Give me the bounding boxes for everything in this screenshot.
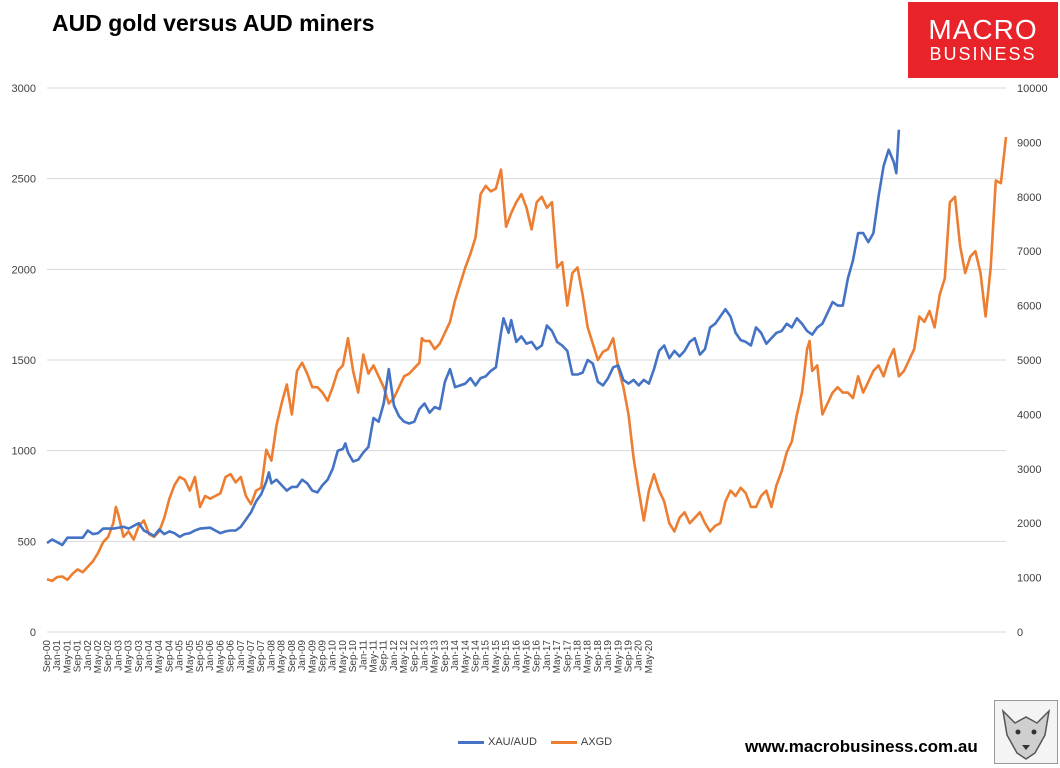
x-tick-label: May-19 — [613, 640, 624, 674]
x-tick-label: May-12 — [399, 640, 410, 674]
left-tick-label: 1500 — [12, 355, 36, 367]
x-tick-label: May-02 — [93, 640, 104, 674]
x-tick-label: Jan-11 — [358, 640, 369, 670]
right-tick-label: 0 — [1017, 627, 1023, 639]
x-tick-label: May-18 — [583, 640, 594, 674]
legend: XAU/AUD AXGD — [458, 736, 612, 748]
x-tick-label: Sep-16 — [532, 640, 543, 673]
left-tick-label: 500 — [18, 536, 36, 548]
x-tick-label: Jan-09 — [297, 640, 308, 671]
x-axis-ticks: Sep-00 Jan-01 May-01 Sep-01 Jan-02 May-02 Sep-… — [42, 640, 655, 674]
right-tick-label: 10000 — [1017, 83, 1048, 95]
left-tick-label: 1000 — [12, 446, 36, 458]
x-tick-label: Sep-17 — [562, 640, 573, 673]
x-tick-label: Jan-14 — [450, 640, 461, 671]
legend-swatch-xau-aud — [458, 740, 484, 744]
x-tick-label: Sep-02 — [103, 640, 114, 673]
right-tick-label: 8000 — [1017, 192, 1041, 204]
x-tick-label: Sep-06 — [226, 640, 237, 673]
logo-line-1: MACRO — [928, 14, 1038, 45]
left-axis-ticks: 0 500 1000 1500 2000 2500 3000 — [12, 83, 36, 639]
x-tick-label: Jan-17 — [542, 640, 553, 671]
x-tick-label: Sep-12 — [409, 640, 420, 673]
gridlines — [47, 87, 1006, 633]
macro-business-logo: MACRO BUSINESS — [908, 2, 1058, 78]
series-line-xau-aud — [46, 129, 901, 547]
x-tick-label: May-20 — [644, 640, 655, 674]
x-tick-label: May-13 — [430, 640, 441, 674]
x-tick-label: Jan-10 — [328, 640, 339, 671]
x-tick-label: May-16 — [522, 640, 533, 674]
x-tick-label: Sep-18 — [593, 640, 604, 673]
wolf-mascot-icon — [994, 700, 1058, 764]
x-tick-label: May-11 — [368, 640, 379, 673]
x-tick-label: Jan-01 — [52, 640, 63, 671]
x-tick-label: Sep-04 — [164, 640, 175, 673]
x-tick-label: Sep-01 — [73, 640, 84, 673]
x-tick-label: Jan-08 — [266, 640, 277, 671]
x-tick-label: May-10 — [338, 640, 349, 674]
legend-label-xau-aud: XAU/AUD — [488, 736, 537, 748]
left-tick-label: 2000 — [12, 264, 36, 276]
x-tick-label: Jan-16 — [511, 640, 522, 671]
legend-label-axgd: AXGD — [580, 736, 613, 748]
right-axis-ticks: 0 1000 2000 3000 4000 5000 6000 7000 8000 9000 100… — [1017, 83, 1048, 639]
x-tick-label: May-14 — [460, 640, 471, 674]
x-tick-label: Sep-10 — [348, 640, 359, 673]
x-tick-label: Jan-15 — [481, 640, 492, 671]
x-tick-label: Jan-06 — [205, 640, 216, 671]
x-tick-label: Jan-13 — [419, 640, 430, 671]
right-tick-label: 3000 — [1017, 464, 1041, 476]
x-tick-label: Jan-07 — [236, 640, 247, 671]
x-tick-label: Sep-11 — [379, 640, 390, 672]
left-tick-label: 0 — [30, 627, 36, 639]
legend-item-xau-aud: XAU/AUD — [458, 736, 537, 748]
x-tick-label: Jan-03 — [113, 640, 124, 671]
x-tick-label: Sep-00 — [42, 640, 53, 673]
x-tick-label: May-01 — [62, 640, 73, 674]
x-tick-label: May-05 — [185, 640, 196, 674]
x-tick-label: May-09 — [307, 640, 318, 674]
x-tick-label: Jan-12 — [389, 640, 400, 671]
x-tick-label: May-15 — [491, 640, 502, 674]
x-tick-label: Sep-08 — [287, 640, 298, 673]
legend-swatch-axgd — [550, 740, 577, 744]
left-tick-label: 3000 — [12, 83, 36, 95]
x-tick-label: Jan-18 — [573, 640, 584, 671]
x-tick-label: Sep-14 — [470, 640, 481, 673]
left-tick-label: 2500 — [12, 174, 36, 186]
right-tick-label: 9000 — [1017, 137, 1041, 149]
chart-title: AUD gold versus AUD miners — [52, 10, 375, 36]
x-tick-label: Jan-05 — [175, 640, 186, 671]
right-tick-label: 7000 — [1017, 246, 1041, 258]
x-tick-label: May-03 — [124, 640, 135, 674]
website-url: www.macrobusiness.com.au — [745, 737, 978, 756]
x-tick-label: Jan-04 — [144, 640, 155, 671]
x-tick-label: Sep-15 — [501, 640, 512, 673]
logo-line-2: BUSINESS — [929, 44, 1037, 64]
x-tick-label: Jan-20 — [634, 640, 645, 671]
right-tick-label: 5000 — [1017, 355, 1041, 367]
x-tick-label: Sep-19 — [624, 640, 635, 673]
x-tick-label: Jan-19 — [603, 640, 614, 671]
x-tick-label: May-17 — [552, 640, 563, 674]
x-tick-label: Sep-05 — [195, 640, 206, 673]
series-line-axgd — [46, 136, 1008, 583]
x-tick-label: Sep-13 — [440, 640, 451, 673]
x-tick-label: May-08 — [277, 640, 288, 674]
x-tick-label: May-06 — [215, 640, 226, 674]
right-tick-label: 2000 — [1017, 518, 1041, 530]
x-tick-label: Jan-02 — [83, 640, 94, 671]
x-tick-label: Sep-09 — [317, 640, 328, 673]
x-tick-label: May-04 — [154, 640, 165, 674]
right-tick-label: 1000 — [1017, 573, 1041, 585]
series-lines — [46, 129, 1008, 583]
x-tick-label: Sep-07 — [256, 640, 267, 673]
x-tick-label: May-07 — [246, 640, 257, 674]
legend-item-axgd: AXGD — [550, 736, 613, 748]
x-tick-label: Sep-03 — [134, 640, 145, 673]
right-tick-label: 4000 — [1017, 409, 1041, 421]
right-tick-label: 6000 — [1017, 301, 1041, 313]
